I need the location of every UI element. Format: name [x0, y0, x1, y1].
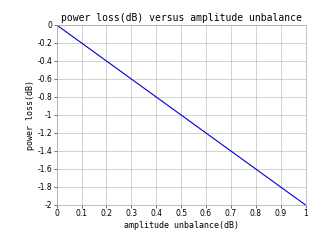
Y-axis label: power loss(dB): power loss(dB) — [26, 80, 35, 150]
X-axis label: amplitude unbalance(dB): amplitude unbalance(dB) — [123, 221, 239, 230]
Title: power loss(dB) versus amplitude unbalance: power loss(dB) versus amplitude unbalanc… — [61, 13, 301, 23]
